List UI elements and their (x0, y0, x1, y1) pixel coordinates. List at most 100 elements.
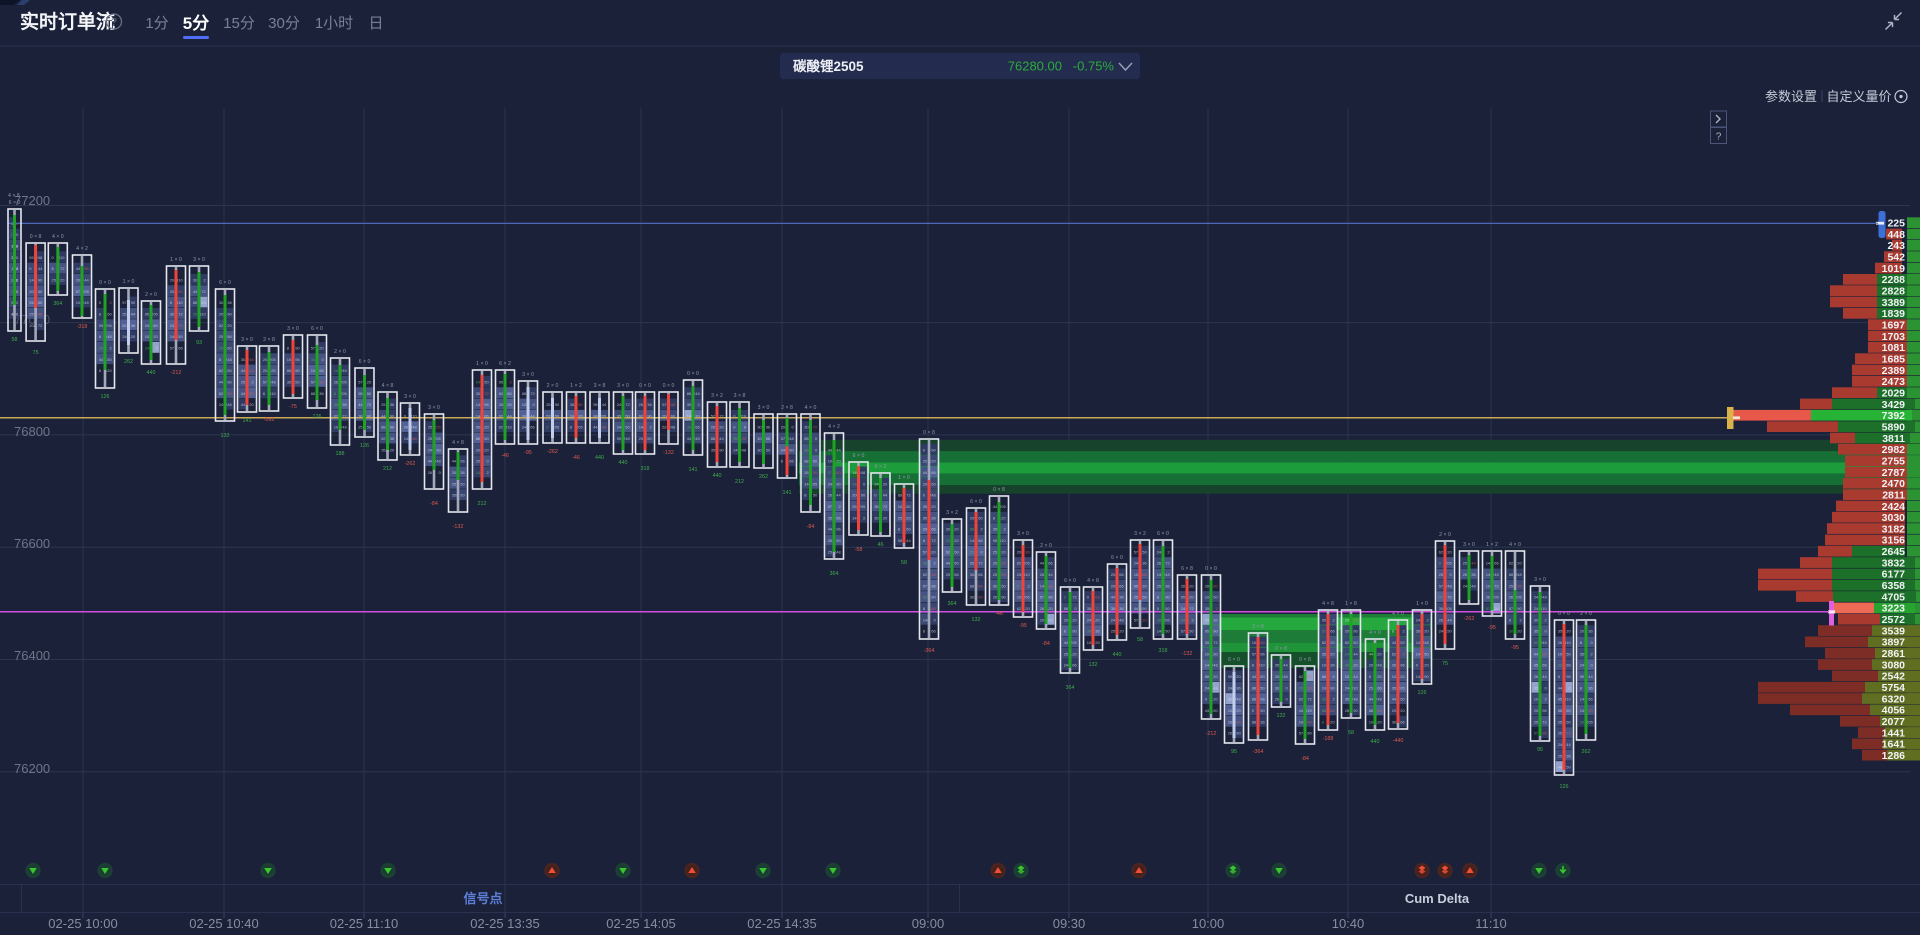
svg-text:-84: -84 (430, 501, 438, 507)
svg-text:2: 2 (863, 515, 866, 520)
svg-text:50: 50 (178, 289, 183, 294)
svg-text:2: 2 (1027, 583, 1030, 588)
svg-text:62: 62 (946, 549, 951, 554)
svg-text:150: 150 (1187, 629, 1194, 634)
svg-text:88: 88 (970, 583, 975, 588)
svg-text:76200: 76200 (14, 761, 50, 776)
svg-text:66: 66 (766, 436, 771, 441)
svg-text:120: 120 (1093, 617, 1100, 622)
svg-text:-95: -95 (524, 450, 532, 456)
svg-text:20: 20 (1517, 561, 1522, 566)
svg-text:2: 2 (1544, 617, 1547, 622)
svg-text:66: 66 (978, 538, 983, 543)
svg-text:310: 310 (199, 311, 206, 316)
svg-text:20: 20 (1213, 674, 1218, 679)
svg-text:0: 0 (863, 481, 866, 486)
svg-text:95: 95 (993, 538, 998, 543)
svg-text:146: 146 (852, 470, 859, 475)
svg-text:248: 248 (225, 357, 232, 362)
svg-text:8: 8 (334, 391, 337, 396)
svg-text:20: 20 (1236, 674, 1241, 679)
svg-text:0: 0 (1544, 685, 1547, 690)
svg-text:120: 120 (1540, 651, 1547, 656)
svg-text:-46: -46 (501, 453, 509, 459)
svg-text:96: 96 (295, 357, 300, 362)
svg-text:57: 57 (170, 345, 175, 350)
svg-text:126: 126 (1560, 784, 1569, 790)
svg-text:44: 44 (1392, 697, 1397, 702)
svg-text:302: 302 (241, 357, 248, 362)
svg-text:208: 208 (499, 402, 506, 407)
svg-text:248: 248 (859, 470, 866, 475)
svg-text:2: 2 (1544, 697, 1547, 702)
svg-text:246: 246 (828, 481, 835, 486)
svg-text:0: 0 (52, 255, 55, 260)
svg-text:246: 246 (1534, 595, 1541, 600)
svg-text:57: 57 (311, 379, 316, 384)
svg-text:8: 8 (1509, 617, 1512, 622)
svg-text:2424: 2424 (1882, 501, 1906, 513)
svg-text:36: 36 (390, 436, 395, 441)
svg-text:25: 25 (52, 278, 57, 283)
svg-text:0: 0 (29, 266, 32, 271)
svg-text:88: 88 (1558, 708, 1563, 713)
svg-text:93: 93 (196, 340, 202, 346)
svg-text:104: 104 (1322, 685, 1329, 690)
svg-text:2077: 2077 (1882, 716, 1906, 728)
svg-text:208: 208 (1558, 663, 1565, 668)
svg-text:96: 96 (1542, 708, 1547, 713)
svg-text:2: 2 (16, 289, 19, 294)
svg-text:302: 302 (1275, 685, 1282, 690)
svg-text:3 × 0: 3 × 0 (193, 257, 205, 263)
svg-text:62: 62 (639, 413, 644, 418)
svg-text:248: 248 (1211, 663, 1218, 668)
svg-text:90: 90 (1001, 572, 1006, 577)
svg-text:302: 302 (522, 413, 529, 418)
svg-text:205: 205 (1515, 595, 1522, 600)
svg-text:358: 358 (1157, 617, 1164, 622)
svg-text:1641: 1641 (1882, 739, 1906, 751)
svg-text:150: 150 (36, 300, 43, 305)
svg-text:72: 72 (1213, 640, 1218, 645)
svg-text:66: 66 (1588, 697, 1593, 702)
svg-text:302: 302 (170, 311, 177, 316)
svg-text:1 × 2: 1 × 2 (570, 383, 582, 389)
svg-text:66: 66 (530, 425, 535, 430)
svg-text:208: 208 (993, 561, 1000, 566)
svg-text:6 × 0: 6 × 0 (853, 453, 865, 459)
svg-text:25: 25 (1111, 629, 1116, 634)
svg-text:3 × 0: 3 × 0 (428, 405, 440, 411)
svg-text:0: 0 (11, 232, 14, 237)
svg-text:76600: 76600 (14, 536, 50, 551)
svg-text:0: 0 (1449, 572, 1452, 577)
svg-text:205: 205 (434, 425, 441, 430)
svg-text:4 × 0: 4 × 0 (52, 234, 64, 240)
svg-text:104: 104 (1205, 595, 1212, 600)
svg-text:95: 95 (1322, 617, 1327, 622)
svg-text:120: 120 (1023, 606, 1030, 611)
svg-text:50: 50 (1165, 606, 1170, 611)
svg-text:02-25 11:10: 02-25 11:10 (330, 916, 398, 931)
svg-text:6 × 2: 6 × 2 (499, 361, 511, 367)
svg-text:44: 44 (241, 368, 246, 373)
svg-text:36: 36 (1048, 583, 1053, 588)
svg-text:20: 20 (227, 323, 232, 328)
svg-text:0: 0 (16, 232, 19, 237)
svg-text:-95: -95 (1488, 625, 1496, 631)
svg-text:3 × 2: 3 × 2 (946, 510, 958, 516)
svg-text:88: 88 (1205, 674, 1210, 679)
svg-text:0: 0 (1252, 708, 1255, 713)
svg-text:44: 44 (828, 527, 833, 532)
svg-text:208: 208 (923, 527, 930, 532)
svg-text:36: 36 (931, 572, 936, 577)
svg-text:0 × 8: 0 × 8 (1299, 657, 1311, 663)
svg-text:8: 8 (781, 459, 784, 464)
svg-text:72: 72 (530, 391, 535, 396)
svg-text:72: 72 (1095, 606, 1100, 611)
svg-text:44: 44 (906, 538, 911, 543)
svg-text:57: 57 (122, 300, 127, 305)
svg-text:44: 44 (828, 447, 833, 452)
svg-text:62: 62 (219, 368, 224, 373)
svg-text:62: 62 (923, 572, 928, 577)
svg-text:2 × 8: 2 × 8 (781, 405, 793, 411)
